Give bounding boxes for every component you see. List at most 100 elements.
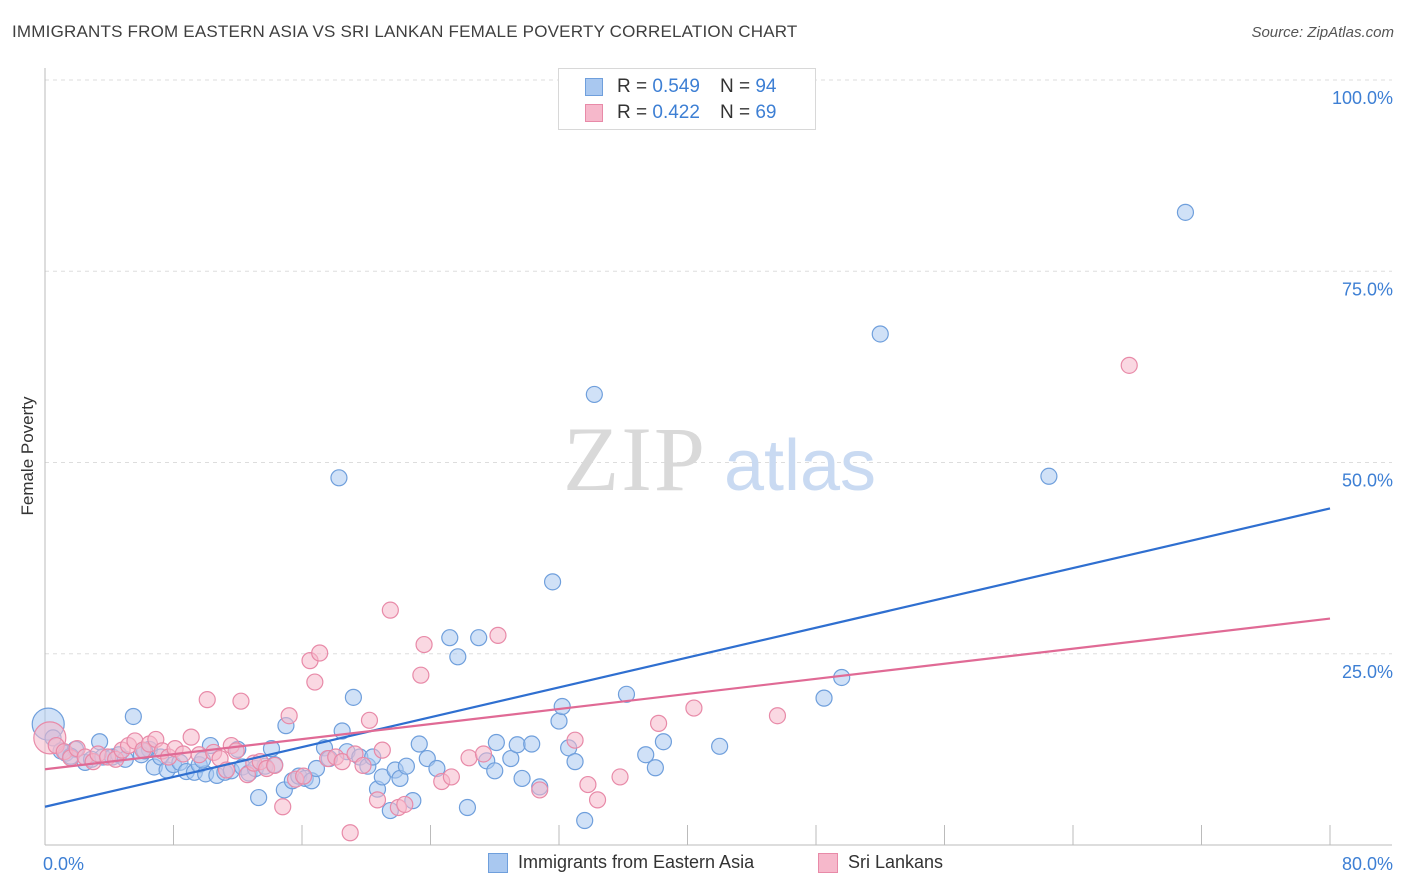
point-eastern-asia-68 (487, 733, 505, 752)
axes (44, 68, 1392, 846)
bottom-legend-label: Immigrants from Eastern Asia (518, 852, 755, 872)
point-eastern-asia-57 (397, 757, 416, 775)
point-sri-lankans-61 (566, 731, 584, 749)
point-sri-lankans-63 (588, 791, 607, 809)
legend-n-label: N = (719, 102, 751, 123)
point-eastern-asia-64 (458, 798, 477, 817)
point-eastern-asia-76 (553, 697, 571, 716)
point-sri-lankans-52 (396, 795, 414, 814)
bottom-legend-eastern-asia: Immigrants from Eastern Asia (488, 852, 754, 873)
point-sri-lankans-64 (611, 768, 629, 786)
point-eastern-asia-72 (523, 735, 541, 753)
y-tick-label-1: 50.0% (1342, 471, 1393, 491)
watermark-atlas: atlas (724, 426, 876, 506)
bottom-legend-swatch-pink (818, 852, 838, 873)
point-eastern-asia-80 (585, 385, 603, 404)
point-sri-lankans-57 (460, 749, 478, 767)
point-sri-lankans-22 (198, 691, 216, 709)
grid-lines (45, 79, 1392, 655)
legend-r-value: 0.549 (652, 76, 700, 97)
point-eastern-asia-32 (250, 788, 268, 807)
point-eastern-asia-83 (646, 759, 664, 777)
point-eastern-asia-81 (617, 685, 636, 703)
point-sri-lankans-53 (412, 666, 430, 684)
stats-legend: R = 0.549 N = 94 R = 0.422 N = 69 (558, 68, 816, 130)
point-eastern-asia-85 (711, 737, 729, 755)
point-sri-lankans-46 (354, 756, 372, 775)
point-sri-lankans-62 (579, 775, 597, 794)
point-eastern-asia-79 (576, 811, 594, 830)
point-eastern-asia-62 (441, 629, 459, 647)
point-eastern-asia-74 (543, 573, 562, 591)
point-eastern-asia-67 (486, 762, 504, 780)
trend-line-sri-lankans (44, 617, 1331, 771)
point-sri-lankans-40 (311, 644, 329, 662)
point-sri-lankans-58 (474, 745, 493, 763)
bottom-legend-label: Sri Lankans (848, 852, 944, 872)
y-tick-label-3: 100.0% (1332, 88, 1393, 108)
legend-r-value: 0.422 (652, 102, 700, 123)
legend-r-label: R = (617, 76, 648, 97)
point-eastern-asia-86 (815, 689, 833, 707)
point-eastern-asia-88 (871, 325, 889, 343)
point-sri-lankans-65 (649, 714, 668, 732)
point-sri-lankans-50 (381, 601, 399, 619)
point-eastern-asia-48 (344, 688, 362, 706)
chart-title: IMMIGRANTS FROM EASTERN ASIA VS SRI LANK… (12, 22, 798, 41)
point-eastern-asia-84 (654, 733, 673, 751)
point-eastern-asia-70 (508, 736, 526, 754)
point-sri-lankans-48 (368, 791, 387, 809)
point-sri-lankans-54 (415, 635, 433, 654)
legend-n-value: 94 (755, 76, 777, 97)
point-sri-lankans-43 (333, 753, 351, 771)
point-eastern-asia-45 (330, 469, 348, 487)
legend-n-label: N = (719, 76, 751, 97)
legend-n-value: 69 (755, 102, 777, 123)
data-points (31, 203, 1195, 842)
point-sri-lankans-35 (280, 707, 298, 725)
point-eastern-asia-75 (550, 712, 568, 730)
point-sri-lankans-37 (295, 767, 313, 785)
point-sri-lankans-34 (274, 798, 292, 816)
source-label: Source: ZipAtlas.com (1251, 24, 1394, 41)
point-sri-lankans-68 (1120, 356, 1138, 374)
point-sri-lankans-47 (360, 711, 379, 729)
x-tick-label-end: 80.0% (1342, 854, 1393, 874)
point-sri-lankans-28 (232, 692, 250, 710)
y-tick-label-0: 25.0% (1342, 662, 1393, 682)
legend-r-label: R = (617, 102, 648, 123)
point-eastern-asia-12 (124, 707, 142, 726)
point-sri-lankans-56 (442, 768, 460, 786)
point-eastern-asia-42 (307, 759, 326, 778)
x-tick-label-start: 0.0% (43, 854, 84, 874)
point-eastern-asia-90 (1176, 203, 1195, 221)
tick-labels: 25.0% 50.0% 75.0% 100.0% 0.0% 80.0% (43, 88, 1393, 874)
watermark-zip: ZIP (563, 408, 707, 510)
point-sri-lankans-20 (182, 728, 200, 746)
point-sri-lankans-44 (341, 824, 359, 842)
point-sri-lankans-39 (306, 673, 324, 691)
point-sri-lankans-66 (685, 699, 703, 717)
bottom-legend-sri-lankans: Sri Lankans (818, 852, 943, 873)
point-sri-lankans-49 (373, 741, 391, 759)
point-eastern-asia-89 (1040, 467, 1058, 485)
point-eastern-asia-65 (470, 629, 488, 647)
point-eastern-asia-82 (637, 746, 655, 764)
legend-swatch-blue (585, 78, 603, 96)
legend-swatch-pink (585, 104, 603, 122)
legend-row-sri-lankans: R = 0.422 N = 69 (585, 101, 776, 125)
point-sri-lankans-67 (768, 707, 787, 725)
y-tick-label-2: 75.0% (1342, 279, 1393, 299)
point-eastern-asia-59 (410, 735, 428, 753)
point-eastern-asia-78 (566, 753, 584, 771)
bottom-legend-swatch-blue (488, 852, 508, 873)
trend-line-eastern-asia (44, 507, 1331, 808)
point-sri-lankans-33 (266, 756, 284, 775)
point-eastern-asia-71 (513, 769, 531, 788)
legend-row-eastern-asia: R = 0.549 N = 94 (585, 75, 776, 99)
point-sri-lankans-21 (190, 746, 208, 764)
point-eastern-asia-69 (502, 749, 520, 768)
point-sri-lankans-60 (531, 781, 549, 799)
trend-lines (44, 507, 1331, 808)
